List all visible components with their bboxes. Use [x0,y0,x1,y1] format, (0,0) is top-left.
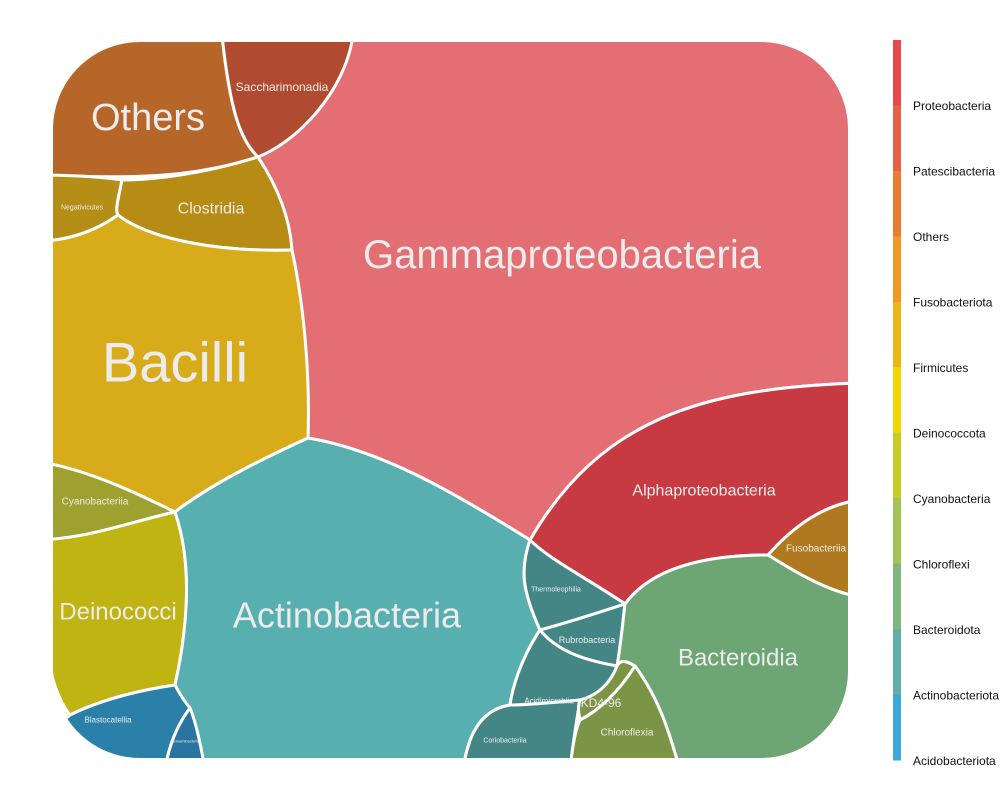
legend-swatch-fusobacteriota [893,236,901,303]
cell-label-blastocatellia: Blastocatellia [84,716,132,725]
cell-label-rubrobacteria: Rubrobacteria [559,635,616,645]
legend-swatch-cyanobacteria [893,432,901,499]
cell-label-clostridia: Clostridia [178,201,245,218]
cell-label-saccharimonadia: Saccharimonadia [236,80,329,94]
legend-label-fusobacteriota: Fusobacteriota [913,296,993,310]
legend: Proteobacteria Patescibacteria Others Fusob… [893,40,999,768]
cell-label-coriobacteriia: Coriobacteriia [483,738,526,745]
cell-label-chloroflexia: Chloroflexia [601,728,654,739]
legend-swatch-deinococcota [893,367,901,434]
legend-label-cyanobacteria: Cyanobacteria [913,492,991,506]
legend-label-proteobacteria: Proteobacteria [913,99,991,113]
cell-label-others: Others [91,97,205,139]
legend-label-bacteroidota: Bacteroidota [913,623,981,637]
cell-label-deinococci: Deinococci [59,599,176,626]
legend-swatch-acidobacteriota [893,694,901,761]
legend-swatch-others [893,170,901,237]
legend-label-actinobacteriota: Actinobacteriota [913,689,999,703]
legend-label-others: Others [913,230,949,244]
cell-label-fusobacteriia: Fusobacteriia [786,544,846,555]
cell-label-actinobacteria: Actinobacteria [233,595,462,636]
cell-label-cyanobacteriia: Cyanobacteriia [62,497,129,508]
cell-label-bacilli: Bacilli [102,331,248,394]
legend-swatch-patescibacteria [893,105,901,172]
cell-label-gammaproteobacteria: Gammaproteobacteria [363,233,762,277]
legend-swatch-firmicutes [893,301,901,368]
cell-chloroflexia [568,664,682,759]
legend-swatch-bacteroidota [893,563,901,630]
cell-label-alphaproteobacteria: Alphaproteobacteria [632,483,775,500]
legend-label-deinococcota: Deinococcota [913,427,986,441]
cell-label-acidimicrobiia: Acidimicrobiia [524,697,574,706]
cell-label-thermoleophilia: Thermoleophilia [531,587,581,594]
treemap-frame [51,40,850,760]
legend-label-patescibacteria: Patescibacteria [913,165,995,179]
cell-label-vicinamibacteria: Vicinamibacteria [170,739,200,744]
legend-swatch-proteobacteria [893,40,901,106]
legend-label-chloroflexi: Chloroflexi [913,558,970,572]
legend-swatch-chloroflexi [893,498,901,565]
cell-vicinamibacteria [163,706,207,759]
cell-label-negativicutes: Negativicutes [61,205,104,212]
cell-label-bacteroidia: Bacteroidia [678,645,799,672]
cell-label-kd4-96: KD4-96 [581,696,622,710]
legend-swatch-actinobacteriota [893,629,901,696]
legend-label-acidobacteriota: Acidobacteriota [913,754,996,768]
legend-label-firmicutes: Firmicutes [913,361,968,375]
